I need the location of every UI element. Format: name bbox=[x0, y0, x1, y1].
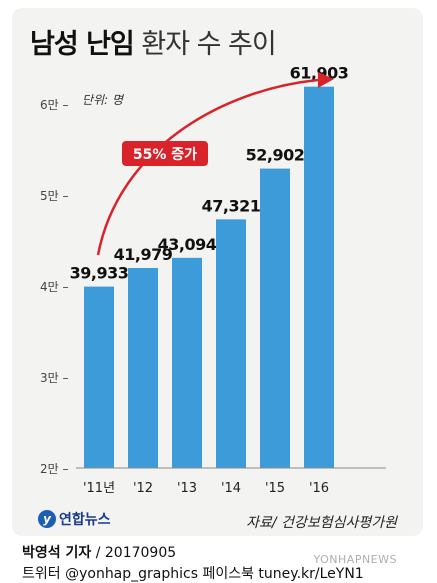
source-note: 자료/ 건강보험심사평가원 bbox=[246, 515, 397, 531]
x-tick-label: '11년 bbox=[83, 481, 115, 496]
x-tick-label: '14 bbox=[221, 481, 241, 496]
bar bbox=[84, 286, 114, 468]
title-bold: 남성 난임 bbox=[30, 29, 135, 60]
social-links: 트위터 @yonhap_graphics 페이스북 tuney.kr/LeYN1 bbox=[22, 566, 364, 582]
bar bbox=[260, 168, 290, 468]
bar bbox=[128, 267, 158, 468]
y-tick-label: 3만 – bbox=[40, 371, 69, 385]
reporter-name: 박영석 기자 bbox=[22, 545, 92, 561]
logo-text: 연합뉴스 bbox=[59, 512, 111, 528]
bar-value-label: 39,933 bbox=[70, 264, 129, 283]
bar bbox=[216, 219, 246, 468]
bar bbox=[172, 257, 202, 468]
bar-value-label: 41,979 bbox=[114, 245, 173, 264]
x-tick-label: '12 bbox=[133, 481, 153, 496]
growth-arrowhead bbox=[318, 72, 334, 88]
y-tick-label: 6만 – bbox=[40, 98, 69, 112]
yonhap-logo: y 연합뉴스 bbox=[38, 509, 111, 529]
y-tick-label: 5만 – bbox=[40, 189, 69, 203]
yonhap-logo-icon: y bbox=[38, 510, 56, 528]
reporter-date: / 20170905 bbox=[91, 545, 177, 561]
y-tick-label: 4만 – bbox=[40, 280, 69, 294]
unit-label: 단위: 명 bbox=[82, 93, 125, 107]
title-light: 환자 수 추이 bbox=[141, 29, 276, 60]
reporter-credit: 박영석 기자 / 20170905 bbox=[22, 542, 176, 562]
chart-title: 남성 난임 환자 수 추이 bbox=[30, 22, 277, 61]
x-tick-label: '15 bbox=[265, 481, 285, 496]
watermark: YONHAPNEWS bbox=[313, 553, 397, 566]
bar-value-label: 43,094 bbox=[158, 235, 217, 254]
x-tick-label: '13 bbox=[177, 481, 197, 496]
growth-arrow bbox=[96, 78, 319, 256]
annotation-text: 55% 증가 bbox=[133, 147, 197, 163]
bar-value-label: 47,321 bbox=[202, 196, 261, 215]
annotation-badge bbox=[122, 141, 208, 166]
bar-value-label: 52,902 bbox=[246, 146, 305, 165]
bar bbox=[304, 86, 334, 468]
x-tick-label: '16 bbox=[309, 481, 329, 496]
y-tick-label: 2만 – bbox=[40, 462, 69, 476]
